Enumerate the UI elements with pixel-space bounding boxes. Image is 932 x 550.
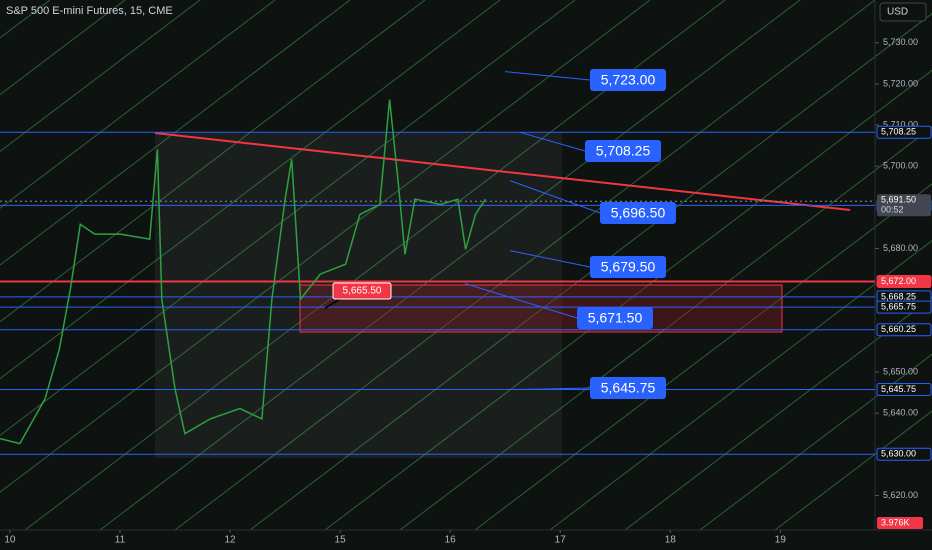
chart-title: S&P 500 E-mini Futures, 15, CME <box>6 5 173 17</box>
channel-line <box>0 0 651 493</box>
countdown-label: 00:52 <box>881 205 904 215</box>
price-line <box>0 99 487 445</box>
parallel-channel <box>0 0 932 531</box>
currency-button[interactable] <box>879 2 927 22</box>
x-tick-label: 19 <box>775 535 787 546</box>
level-label-box <box>876 323 932 337</box>
level-label-box <box>876 447 932 461</box>
last-price-box <box>877 194 931 217</box>
level-label: 5,668.25 <box>881 291 916 301</box>
x-tick-label: 10 <box>4 535 16 546</box>
callout-leader <box>504 71 591 81</box>
channel-line <box>0 0 501 380</box>
callout-box <box>590 377 666 399</box>
channel-line <box>774 410 932 531</box>
callout-box <box>600 202 676 224</box>
callout-label: 5,723.00 <box>601 72 656 88</box>
channel-line <box>99 0 801 531</box>
marker-label: 5,665.50 <box>343 286 382 297</box>
marker-box <box>332 282 392 300</box>
channel-line <box>474 183 932 531</box>
level-label: 5,660.25 <box>881 324 916 334</box>
x-tick-label: 11 <box>115 535 126 546</box>
callout-leader <box>509 250 591 268</box>
level-label: 5,665.75 <box>881 302 916 312</box>
x-tick-label: 17 <box>555 535 567 546</box>
channel-line <box>0 0 426 323</box>
level-label: 5,672.00 <box>881 276 916 286</box>
x-tick-label: 12 <box>224 535 236 546</box>
callout-box <box>590 256 666 278</box>
channel-line <box>324 69 932 531</box>
x-tick-label: 16 <box>445 535 457 546</box>
level-label: 5,708.25 <box>881 127 916 137</box>
channel-line <box>549 240 932 531</box>
trend-line <box>154 132 851 211</box>
callout-box <box>585 140 661 162</box>
level-label-box <box>876 382 932 396</box>
y-tick-label: 5,720.00 <box>883 78 918 88</box>
y-tick-label: 5,710.00 <box>883 119 918 129</box>
channel-line <box>0 0 201 153</box>
channel-line <box>0 0 276 209</box>
callout-leader <box>464 283 578 319</box>
zone-box <box>299 284 783 333</box>
y-tick-label: 5,640.00 <box>883 408 918 418</box>
callout-label: 5,708.25 <box>596 143 651 159</box>
y-tick-label: 5,680.00 <box>883 243 918 253</box>
channel-line <box>0 0 351 266</box>
level-label-box <box>876 125 932 139</box>
callout-label: 5,671.50 <box>588 310 643 326</box>
callout-leader <box>519 131 586 152</box>
y-tick-label: 5,700.00 <box>883 161 918 171</box>
volume-box <box>877 517 923 529</box>
level-label-box <box>876 274 932 288</box>
y-tick-label: 5,620.00 <box>883 490 918 500</box>
callout-label: 5,645.75 <box>601 380 656 396</box>
level-label: 5,630.00 <box>881 449 916 459</box>
volume-label: 3.976K <box>881 517 910 527</box>
level-label-box <box>876 300 932 314</box>
currency[interactable]: USD <box>887 7 908 18</box>
y-tick-label: 5,730.00 <box>883 37 918 47</box>
channel-line <box>174 0 876 531</box>
x-tick-label: 15 <box>335 535 347 546</box>
last-price-label: 5,691.50 <box>881 195 916 205</box>
channel-line <box>0 0 576 436</box>
channel-line <box>0 0 126 96</box>
marker-leader <box>324 298 341 309</box>
x-tick-label: 18 <box>665 535 677 546</box>
channel-line <box>699 353 932 531</box>
callout-label: 5,696.50 <box>611 205 666 221</box>
callout-leader <box>509 180 601 214</box>
level-label: 5,645.75 <box>881 384 916 394</box>
channel-line <box>624 296 932 531</box>
callout-box <box>577 307 653 329</box>
callout-label: 5,679.50 <box>601 259 656 275</box>
y-tick-label: 5,650.00 <box>883 366 918 376</box>
callout-box <box>590 69 666 91</box>
callout-leader <box>519 387 591 390</box>
channel-line <box>399 126 932 531</box>
